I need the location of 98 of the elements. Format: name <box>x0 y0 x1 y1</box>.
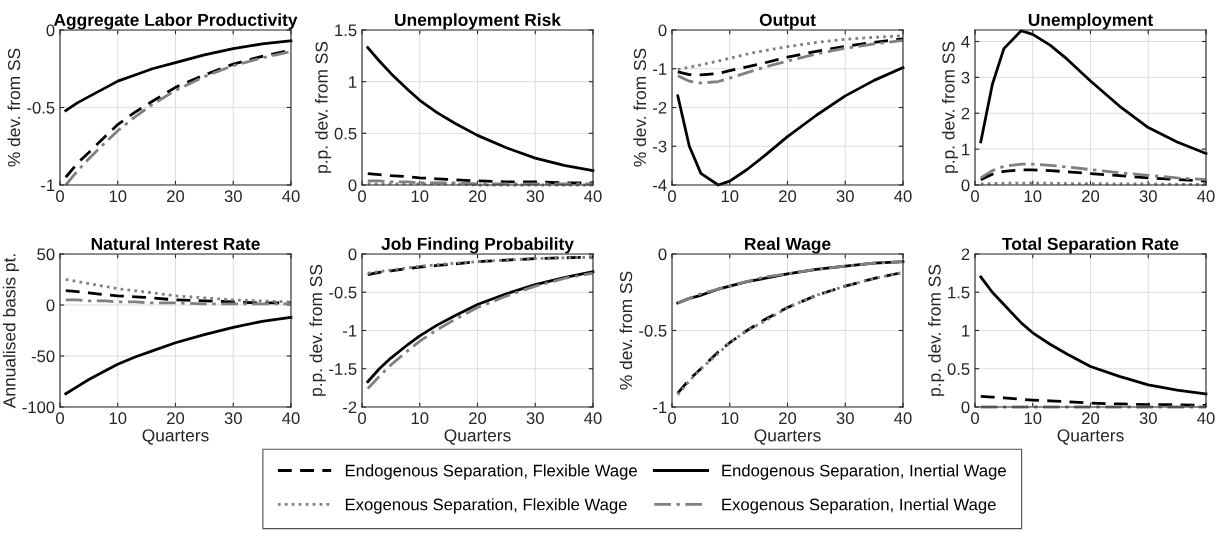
x-axis-title: Quarters <box>142 429 209 445</box>
x-tick-label: 20 <box>1082 412 1100 425</box>
x-tick-label: 10 <box>411 190 429 203</box>
y-tick-label: -2 <box>653 101 667 114</box>
y-tick-label: 0.5 <box>334 127 357 140</box>
y-tick-label: 1.5 <box>948 286 970 299</box>
y-tick-label: 0 <box>961 401 970 414</box>
x-axis-title: Quarters <box>754 429 821 445</box>
y-axis-title: p.p. dev. from SS <box>941 41 959 173</box>
x-axis-title: Quarters <box>444 429 511 445</box>
x-tick-label: 30 <box>526 412 544 425</box>
y-tick-label: -1 <box>653 401 667 414</box>
y-axis-title: % dev. from SS <box>619 271 633 390</box>
chart-title: Job Finding Probability <box>381 237 574 254</box>
x-tick-label: 10 <box>411 412 429 425</box>
x-tick-label: 10 <box>1024 412 1042 425</box>
y-tick-label: 0 <box>961 179 970 192</box>
y-tick-label: -0.5 <box>639 324 667 337</box>
y-tick-label: -1 <box>41 179 55 192</box>
y-tick-label: 2 <box>961 107 970 120</box>
x-tick-label: 0 <box>56 412 64 425</box>
x-tick-label: 20 <box>469 190 487 203</box>
x-tick-label: 20 <box>1082 190 1100 203</box>
y-tick-label: -3 <box>653 140 667 153</box>
x-tick-label: 20 <box>779 412 797 425</box>
x-tick-label: 40 <box>282 412 300 425</box>
x-tick-label: 40 <box>584 412 602 425</box>
y-axis-title: p.p. dev. from SS <box>309 264 326 396</box>
x-tick-label: 30 <box>526 190 544 203</box>
x-tick-label: 30 <box>224 190 242 203</box>
x-tick-label: 30 <box>836 412 854 425</box>
x-tick-label: 10 <box>721 412 739 425</box>
y-tick-label: 0.5 <box>947 363 970 375</box>
y-axis-title: Annualised basis pt. <box>2 254 20 409</box>
x-tick-label: 40 <box>894 190 912 203</box>
x-tick-label: 0 <box>56 190 64 203</box>
x-tick-label: 10 <box>1024 190 1042 203</box>
y-tick-label: 3 <box>961 71 970 84</box>
y-tick-label: 0 <box>348 179 357 192</box>
x-tick-label: 0 <box>971 190 979 203</box>
y-tick-label: 0 <box>46 299 55 312</box>
x-tick-label: 20 <box>167 412 185 425</box>
chart-title: Natural Interest Rate <box>91 237 260 250</box>
chart-title: Total Separation Rate <box>1002 237 1179 254</box>
y-tick-label: 1.5 <box>335 24 357 37</box>
y-tick-label: 2 <box>961 248 970 261</box>
x-tick-label: 30 <box>836 190 854 203</box>
x-tick-label: 10 <box>109 412 127 425</box>
chart-title: Output <box>759 13 816 30</box>
y-tick-label: 1 <box>349 76 357 88</box>
x-tick-label: 30 <box>224 412 242 425</box>
x-tick-label: 20 <box>469 412 487 425</box>
x-tick-label: 40 <box>1197 412 1215 425</box>
x-tick-label: 40 <box>1197 190 1215 203</box>
x-tick-label: 0 <box>668 190 676 203</box>
y-tick-label: 1 <box>962 325 970 337</box>
y-tick-label: 0 <box>46 24 55 37</box>
legend-label: Endogenous Separation, Inertial Wage <box>722 464 1006 480</box>
y-tick-label: -0.5 <box>27 101 55 114</box>
y-tick-label: -50 <box>31 350 55 363</box>
y-tick-label: -4 <box>653 179 667 192</box>
y-axis-title: % dev. from SS <box>633 48 647 167</box>
chart-title: Unemployment Risk <box>395 13 561 30</box>
x-tick-label: 0 <box>668 412 676 425</box>
x-tick-label: 20 <box>167 190 185 203</box>
x-tick-label: 10 <box>109 190 127 203</box>
y-tick-label: 50 <box>37 248 55 261</box>
y-axis-title: p.p. dev. from SS <box>928 264 945 396</box>
x-axis-title: Quarters <box>1057 429 1124 445</box>
x-tick-label: 10 <box>721 190 739 203</box>
chart-title: Unemployment <box>1028 13 1153 30</box>
legend-label: Exogenous Separation, Inertial Wage <box>722 498 996 514</box>
x-tick-label: 0 <box>971 412 979 425</box>
x-tick-label: 0 <box>358 412 366 425</box>
x-tick-label: 40 <box>894 412 912 425</box>
y-tick-label: 0 <box>658 24 667 37</box>
x-tick-label: 30 <box>1139 412 1157 425</box>
x-tick-label: 40 <box>282 190 300 203</box>
y-tick-label: -2 <box>343 401 357 414</box>
y-tick-label: -0.5 <box>329 286 357 299</box>
y-tick-label: -1 <box>343 325 357 337</box>
y-tick-label: 0 <box>348 248 357 261</box>
y-tick-label: -1.5 <box>329 363 357 375</box>
y-tick-label: -100 <box>22 401 55 414</box>
legend-label: Endogenous Separation, Flexible Wage <box>345 464 637 480</box>
chart-title: Aggregate Labor Productivity <box>53 13 298 30</box>
y-tick-label: 1 <box>962 143 970 156</box>
x-tick-label: 30 <box>1139 190 1157 203</box>
y-axis-title: p.p. dev. from SS <box>315 41 332 173</box>
chart-title: Real Wage <box>745 237 831 254</box>
x-tick-label: 40 <box>584 190 602 203</box>
x-tick-label: 20 <box>779 190 797 203</box>
x-tick-label: 0 <box>358 190 366 203</box>
legend-label: Exogenous Separation, Flexible Wage <box>345 498 627 514</box>
y-axis-title: % dev. from SS <box>7 48 21 167</box>
y-tick-label: 0 <box>658 248 667 261</box>
y-tick-label: 4 <box>961 36 970 48</box>
y-tick-label: -1 <box>653 63 667 75</box>
